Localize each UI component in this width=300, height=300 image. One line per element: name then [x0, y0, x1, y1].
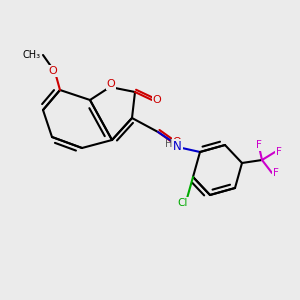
Text: O: O — [106, 79, 116, 89]
Text: Cl: Cl — [178, 198, 188, 208]
Text: F: F — [273, 168, 279, 178]
Text: O: O — [172, 137, 182, 147]
Text: O: O — [153, 95, 161, 105]
Text: F: F — [256, 140, 262, 150]
Text: CH₃: CH₃ — [23, 50, 41, 60]
Text: F: F — [276, 147, 282, 157]
Text: N: N — [172, 140, 182, 154]
Text: H: H — [165, 139, 173, 149]
Text: O: O — [49, 66, 57, 76]
